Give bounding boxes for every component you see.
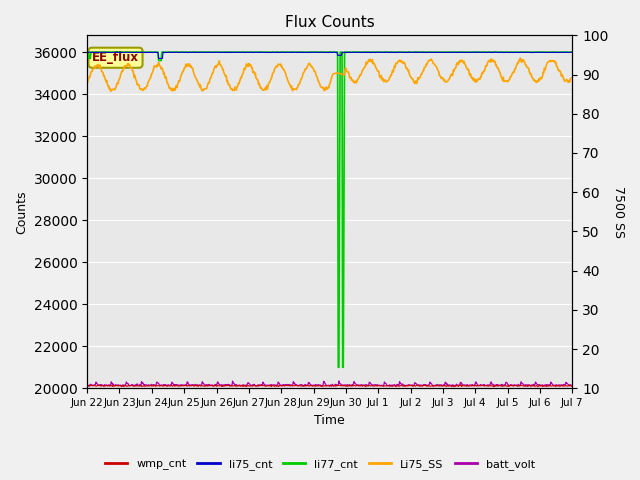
- X-axis label: Time: Time: [314, 414, 345, 427]
- Text: EE_flux: EE_flux: [92, 51, 139, 64]
- Y-axis label: Counts: Counts: [15, 190, 28, 234]
- Y-axis label: 7500 SS: 7500 SS: [612, 186, 625, 238]
- Legend: wmp_cnt, li75_cnt, li77_cnt, Li75_SS, batt_volt: wmp_cnt, li75_cnt, li77_cnt, Li75_SS, ba…: [100, 455, 540, 474]
- Title: Flux Counts: Flux Counts: [285, 15, 374, 30]
